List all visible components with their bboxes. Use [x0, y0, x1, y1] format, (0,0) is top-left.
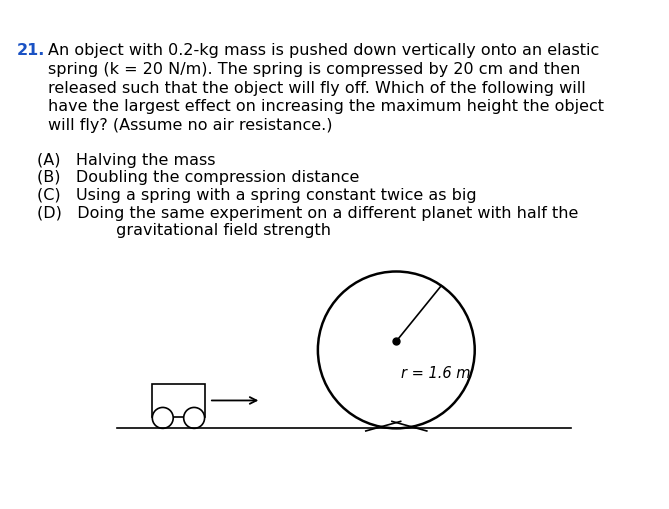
Text: have the largest effect on increasing the maximum height the object: have the largest effect on increasing th… — [47, 99, 603, 115]
Text: (D)   Doing the same experiment on a different planet with half the: (D) Doing the same experiment on a diffe… — [37, 206, 579, 221]
Text: r = 1.6 m: r = 1.6 m — [401, 365, 470, 381]
Text: will fly? (Assume no air resistance.): will fly? (Assume no air resistance.) — [47, 118, 332, 133]
Text: gravitational field strength: gravitational field strength — [70, 222, 331, 238]
Text: (B)   Doubling the compression distance: (B) Doubling the compression distance — [37, 171, 360, 185]
Text: spring (k = 20 N/m). The spring is compressed by 20 cm and then: spring (k = 20 N/m). The spring is compr… — [47, 62, 580, 77]
Text: An object with 0.2-kg mass is pushed down vertically onto an elastic: An object with 0.2-kg mass is pushed dow… — [47, 43, 599, 58]
Text: 21.: 21. — [16, 43, 45, 58]
Text: (C)   Using a spring with a spring constant twice as big: (C) Using a spring with a spring constan… — [37, 188, 477, 203]
Circle shape — [184, 407, 205, 429]
Bar — [153, 384, 205, 417]
Text: released such that the object will fly off. Which of the following will: released such that the object will fly o… — [47, 80, 585, 96]
Circle shape — [153, 407, 173, 429]
Text: (A)   Halving the mass: (A) Halving the mass — [37, 153, 216, 167]
